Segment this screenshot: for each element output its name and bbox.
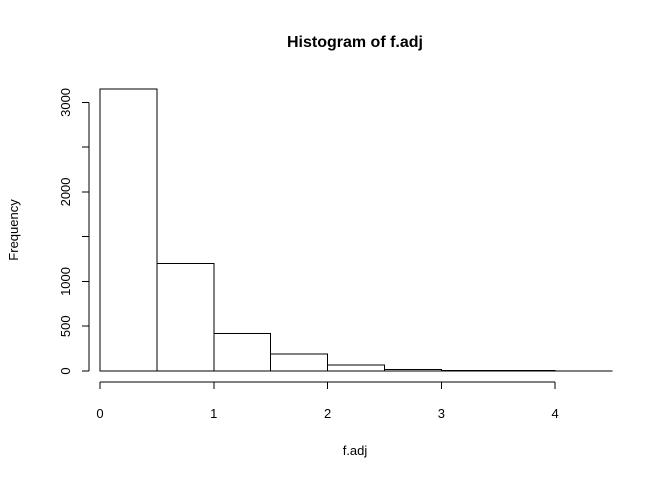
histogram-bar	[156, 263, 215, 372]
histogram-bar	[270, 353, 329, 372]
x-axis: 0 1 2 3 4	[96, 381, 559, 421]
y-tick-label: 500	[58, 315, 73, 337]
y-tick-label: 2000	[58, 177, 73, 206]
x-axis-label: f.adj	[343, 443, 368, 458]
y-tick-label: 1000	[58, 267, 73, 296]
histogram-bar	[99, 88, 158, 372]
histogram-bar	[213, 332, 272, 372]
x-tick-label: 0	[96, 406, 103, 421]
y-tick-label: 3000	[58, 88, 73, 117]
histogram-bar	[327, 364, 385, 372]
x-tick-label: 1	[210, 406, 217, 421]
y-tick-label: 0	[58, 367, 73, 374]
x-tick-label: 2	[324, 406, 331, 421]
y-axis: 0 500 1000 2000 3000	[58, 88, 90, 375]
bars-group	[99, 88, 613, 372]
x-tick-label: 4	[551, 406, 558, 421]
y-axis-label: Frequency	[6, 199, 21, 261]
histogram-bar	[383, 369, 442, 372]
x-tick-label: 3	[438, 406, 445, 421]
chart-title: Histogram of f.adj	[287, 34, 423, 51]
